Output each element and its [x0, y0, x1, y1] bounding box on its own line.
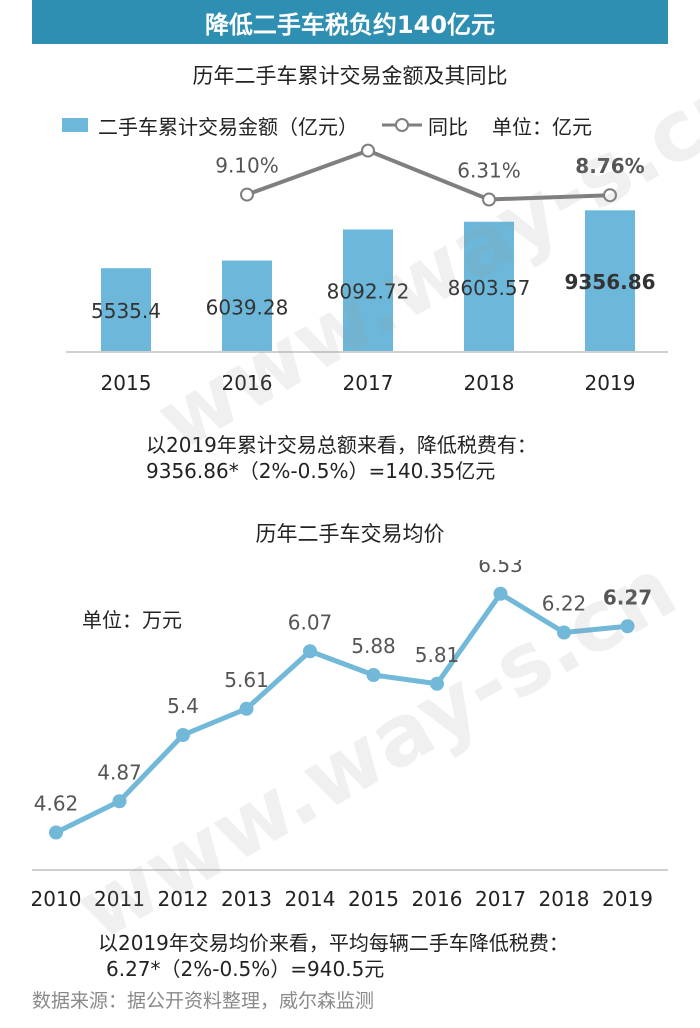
bar-label-2015: 5535.4 — [91, 299, 161, 323]
bar-label-2019: 9356.86 — [564, 270, 655, 294]
price-point-2011 — [112, 794, 127, 809]
xtick2-2018: 2018 — [539, 887, 590, 911]
note1-line2: 9356.86*（2%-0.5%）=140.35亿元 — [146, 459, 496, 483]
note1-line1: 以2019年累计交易总额来看，降低税费有： — [146, 433, 537, 457]
yoy-line — [246, 148, 611, 202]
chart1-svg: 5535.4 6039.28 8092.72 8603.57 9356.86 2015 20… — [66, 143, 668, 395]
yoy-point-2018 — [482, 192, 496, 207]
price-label-2016: 5.81 — [415, 643, 460, 667]
price-label-2017: 6.53 — [478, 560, 523, 577]
xtick2-2013: 2013 — [221, 887, 272, 911]
note2-line2: 6.27*（2%-0.5%）=940.5元 — [106, 957, 385, 981]
legend-line-swatch — [382, 117, 422, 133]
yoy-point-2019 — [603, 188, 617, 203]
xtick2-2011: 2011 — [94, 887, 145, 911]
xtick-2015: 2015 — [101, 371, 152, 395]
legend-bar-swatch — [62, 118, 88, 132]
xtick2-2017: 2017 — [475, 887, 526, 911]
bar-2019 — [585, 210, 635, 352]
xtick2-2015: 2015 — [348, 887, 399, 911]
xtick2-2019: 2019 — [602, 887, 653, 911]
price-point-2016 — [430, 676, 444, 691]
price-line — [54, 591, 628, 835]
note2: 以2019年交易均价来看，平均每辆二手车降低税费： 6.27*（2%-0.5%）… — [98, 930, 569, 982]
legend-line-label: 同比 — [428, 114, 468, 139]
price-point-2013 — [239, 701, 254, 716]
chart2-title: 历年二手车交易均价 — [255, 522, 445, 546]
source-text: 数据来源：据公开资料整理，威尔森监测 — [32, 990, 375, 1012]
bar-2017 — [343, 229, 393, 352]
price-label-2019: 6.27 — [603, 585, 652, 609]
bar-label-2016: 6039.28 — [206, 295, 289, 319]
price-point-2014 — [303, 644, 317, 659]
chart1-unit: 单位：亿元 — [492, 114, 592, 139]
price-label-2011: 4.87 — [97, 760, 142, 784]
legend-bar-label: 二手车累计交易金额（亿元） — [98, 114, 358, 139]
note2-line1: 以2019年交易均价来看，平均每辆二手车降低税费： — [98, 931, 569, 955]
xtick2-2014: 2014 — [285, 887, 336, 911]
bar-2016 — [222, 260, 272, 352]
price-point-2010 — [49, 825, 63, 840]
price-point-2012 — [176, 728, 190, 742]
price-label-2015: 5.88 — [351, 634, 396, 658]
yoy-point-2017 — [361, 143, 375, 158]
xtick2-2012: 2012 — [158, 887, 209, 911]
price-label-2018: 6.22 — [542, 592, 587, 616]
xtick-2017: 2017 — [343, 371, 394, 395]
bar-2018 — [464, 221, 514, 352]
price-point-2018 — [557, 625, 571, 640]
note1: 以2019年累计交易总额来看，降低税费有： 9356.86*（2%-0.5%）=… — [146, 432, 537, 484]
xtick2-2010: 2010 — [31, 887, 82, 911]
yoy-point-2016 — [240, 187, 254, 202]
xtick-2018: 2018 — [464, 371, 515, 395]
price-point-2015 — [366, 668, 381, 682]
xtick-2016: 2016 — [222, 371, 273, 395]
chart1-title: 历年二手车累计交易金额及其同比 — [192, 64, 508, 88]
yoy-label-2016: 9.10% — [215, 154, 279, 178]
banner-title: 降低二手车税负约140亿元 — [32, 0, 668, 44]
price-label-2014: 6.07 — [288, 610, 333, 634]
chart2-unit: 单位：万元 — [82, 608, 182, 632]
chart2-svg: 4.62 4.87 5.4 5.61 6.07 5.88 5.81 6.53 6.22 6.27 2… — [31, 560, 668, 911]
price-point-2019 — [620, 619, 635, 634]
price-label-2012: 5.4 — [167, 694, 199, 718]
xtick2-2016: 2016 — [412, 887, 463, 911]
price-label-2010: 4.62 — [34, 792, 79, 816]
bar-label-2017: 8092.72 — [327, 280, 410, 304]
xtick-2019: 2019 — [585, 371, 636, 395]
yoy-label-2018: 6.31% — [457, 159, 521, 183]
bar-label-2018: 8603.57 — [448, 276, 531, 300]
yoy-label-2019: 8.76% — [575, 154, 644, 178]
chart1-legend: 二手车累计交易金额（亿元） 同比 单位：亿元 — [62, 112, 592, 139]
bar-2015 — [101, 268, 151, 352]
price-point-2017 — [493, 586, 508, 601]
price-label-2013: 5.61 — [224, 668, 269, 692]
